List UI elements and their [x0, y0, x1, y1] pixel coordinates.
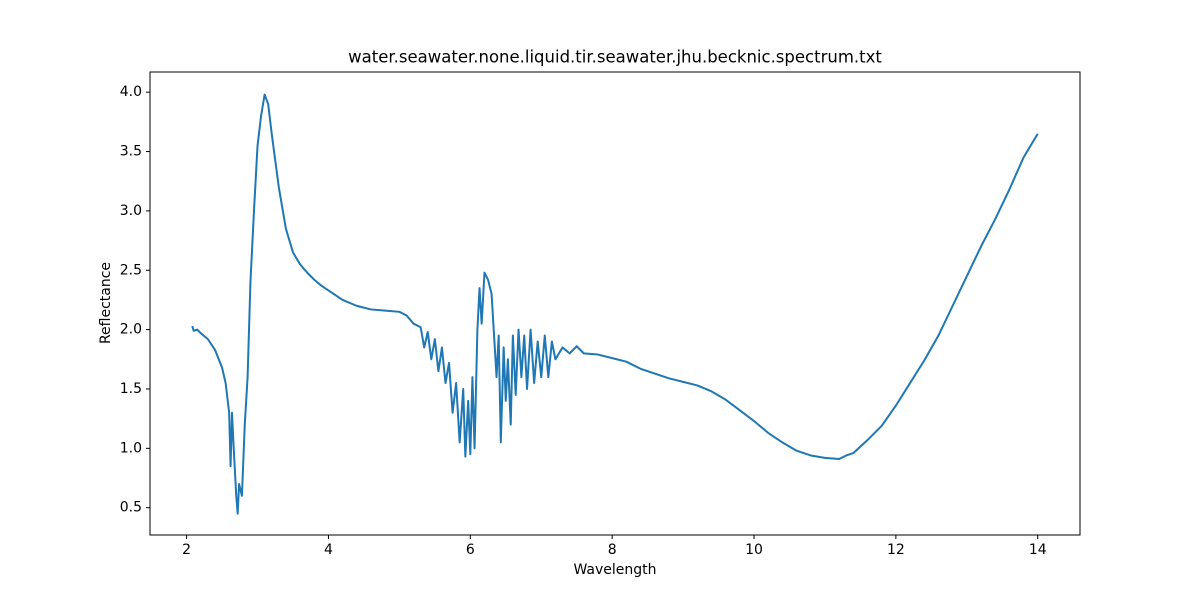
y-tick-label: 3.0 — [120, 203, 142, 219]
x-tick-label: 6 — [466, 542, 475, 558]
y-tick-label: 0.5 — [120, 500, 142, 516]
y-tick-label: 4.0 — [120, 84, 142, 100]
x-tick-label: 2 — [182, 542, 191, 558]
x-tick-label: 14 — [1029, 542, 1047, 558]
x-tick-label: 12 — [887, 542, 905, 558]
y-tick-label: 3.5 — [120, 144, 142, 160]
y-axis-label: Reflectance — [98, 262, 114, 344]
x-axis-label: Wavelength — [573, 562, 656, 578]
x-tick-label: 10 — [745, 542, 763, 558]
chart-title: water.seawater.none.liquid.tir.seawater.… — [348, 48, 882, 67]
x-tick-label: 4 — [324, 542, 333, 558]
plot-frame — [149, 71, 1081, 536]
data-line — [191, 93, 1039, 515]
y-tick-label: 2.0 — [120, 322, 142, 338]
y-tick-label: 1.5 — [120, 381, 142, 397]
x-tick-label: 8 — [608, 542, 617, 558]
y-tick-label: 1.0 — [120, 440, 142, 456]
y-tick-label: 2.5 — [120, 262, 142, 278]
